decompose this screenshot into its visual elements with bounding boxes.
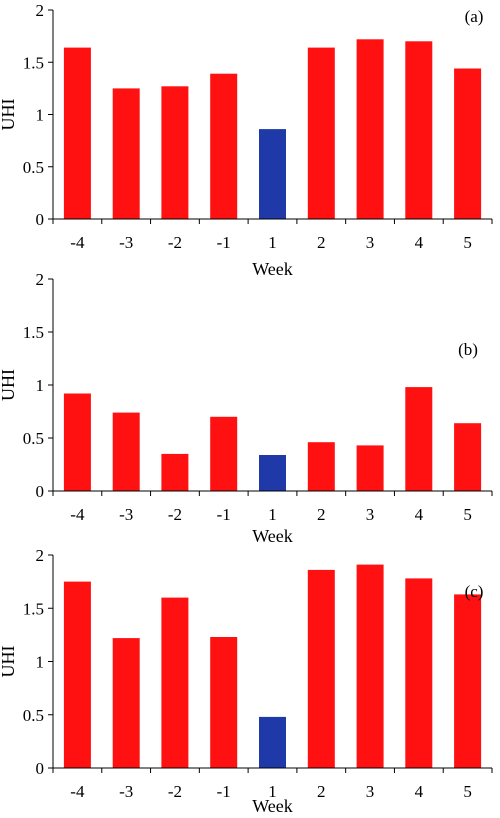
y-tick-label: 1.5 bbox=[23, 599, 44, 618]
y-axis-label: UHI bbox=[0, 369, 18, 401]
bar-week--3 bbox=[112, 88, 140, 220]
x-tick-label: 1 bbox=[268, 233, 277, 252]
x-axis-label: Week bbox=[252, 796, 293, 816]
x-tick-label: -2 bbox=[168, 782, 182, 801]
y-tick-label: 0 bbox=[36, 210, 45, 229]
bar-week--2 bbox=[161, 597, 189, 768]
bar-week--4 bbox=[63, 393, 91, 491]
bar-week-5 bbox=[454, 68, 482, 219]
bar-week--4 bbox=[63, 581, 91, 768]
bar-week-3 bbox=[356, 564, 384, 768]
bar-week-1 bbox=[259, 455, 286, 491]
x-tick-label: -3 bbox=[119, 782, 133, 801]
x-tick-label: 4 bbox=[415, 782, 424, 801]
x-tick-label: -3 bbox=[119, 233, 133, 252]
x-tick-label: -2 bbox=[168, 233, 182, 252]
x-tick-label: -4 bbox=[70, 233, 85, 252]
bar-week-2 bbox=[307, 442, 335, 491]
y-tick-label: 2 bbox=[36, 270, 45, 289]
x-axis-label: Week bbox=[252, 259, 293, 279]
y-tick-label: 0.5 bbox=[23, 706, 44, 725]
bar-week-3 bbox=[356, 39, 384, 219]
bar-week-5 bbox=[454, 594, 482, 768]
y-axis-label: UHI bbox=[0, 99, 18, 131]
bar-week--2 bbox=[161, 86, 189, 219]
x-tick-label: 2 bbox=[317, 782, 326, 801]
bar-week--4 bbox=[63, 47, 91, 219]
x-tick-label: -2 bbox=[168, 505, 182, 524]
bar-week--1 bbox=[210, 416, 238, 491]
x-tick-label: -1 bbox=[217, 505, 231, 524]
x-tick-label: -1 bbox=[217, 782, 231, 801]
y-tick-label: 1 bbox=[36, 653, 45, 672]
y-tick-label: 0 bbox=[36, 759, 45, 778]
bar-week--3 bbox=[112, 412, 140, 491]
bar-week-1 bbox=[259, 716, 286, 768]
y-tick-label: 0.5 bbox=[23, 158, 44, 177]
x-tick-label: 2 bbox=[317, 505, 326, 524]
x-tick-label: 4 bbox=[415, 505, 424, 524]
x-tick-label: 1 bbox=[268, 505, 277, 524]
x-tick-label: 2 bbox=[317, 233, 326, 252]
bar-week-2 bbox=[307, 569, 335, 768]
chart-panel-1: 0 0.5 1 1.5 2 -4 -3 -2 -1 1 2 3 4 5 Week UHI (a) bbox=[0, 1, 493, 279]
y-tick-label: 1.5 bbox=[23, 53, 44, 72]
panel-label: (b) bbox=[458, 340, 478, 359]
x-tick-label: -1 bbox=[217, 233, 231, 252]
panel-label: (c) bbox=[465, 582, 484, 601]
chart-panel-3: 0 0.5 1 1.5 2 -4 -3 -2 -1 1 2 3 4 5 Week UHI (c) bbox=[0, 546, 493, 816]
bar-week--1 bbox=[210, 73, 238, 219]
x-tick-label: 3 bbox=[366, 782, 375, 801]
y-tick-label: 1 bbox=[36, 106, 45, 125]
x-tick-label: -4 bbox=[70, 782, 85, 801]
x-tick-label: 1 bbox=[268, 782, 277, 801]
panel-label: (a) bbox=[465, 7, 484, 26]
y-tick-label: 1 bbox=[36, 376, 45, 395]
x-tick-label: 3 bbox=[366, 233, 375, 252]
bar-week-4 bbox=[405, 387, 433, 491]
x-axis-label: Week bbox=[252, 526, 293, 546]
x-tick-label: -3 bbox=[119, 505, 133, 524]
x-tick-label: 5 bbox=[463, 233, 472, 252]
x-tick-label: 3 bbox=[366, 505, 375, 524]
y-tick-label: 1.5 bbox=[23, 323, 44, 342]
y-tick-label: 0.5 bbox=[23, 429, 44, 448]
bar-week--1 bbox=[210, 637, 238, 768]
chart-panel-2: 0 0.5 1 1.5 2 -4 -3 -2 -1 1 2 3 4 5 Week UHI (b) bbox=[0, 270, 493, 546]
y-axis-label: UHI bbox=[0, 646, 18, 678]
x-tick-label: -4 bbox=[70, 505, 85, 524]
bar-week-3 bbox=[356, 445, 384, 491]
bar-week-2 bbox=[307, 47, 335, 219]
x-tick-label: 5 bbox=[463, 505, 472, 524]
bar-week--3 bbox=[112, 638, 140, 768]
y-tick-label: 2 bbox=[36, 1, 45, 20]
x-tick-label: 4 bbox=[415, 233, 424, 252]
x-tick-label: 5 bbox=[463, 782, 472, 801]
bar-week--2 bbox=[161, 453, 189, 491]
bar-week-4 bbox=[405, 578, 433, 768]
y-tick-label: 2 bbox=[36, 546, 45, 565]
bar-week-4 bbox=[405, 41, 433, 219]
y-tick-label: 0 bbox=[36, 482, 45, 501]
bar-week-5 bbox=[454, 423, 482, 491]
bar-week-1 bbox=[259, 129, 286, 219]
